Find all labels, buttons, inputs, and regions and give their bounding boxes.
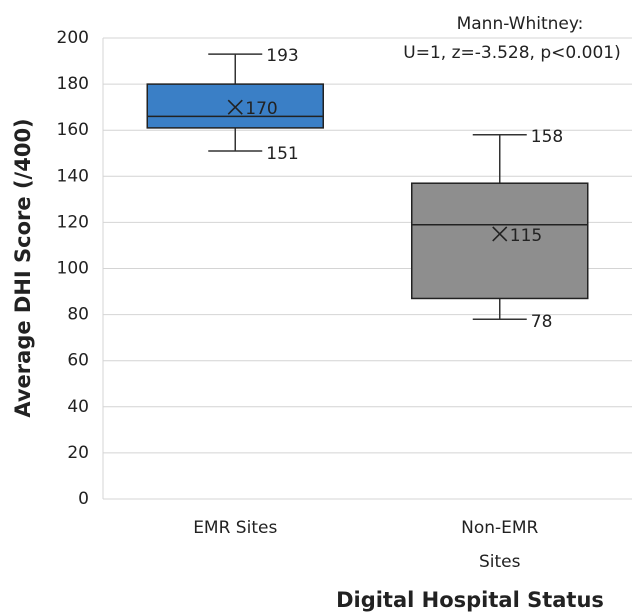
data-label: 151 [266,144,298,164]
annotation: Mann-Whitney: [457,14,584,34]
mean-marker [492,226,508,242]
y-tick-label: 180 [57,74,89,94]
y-tick-label: 160 [57,120,89,140]
data-label: 170 [245,99,277,119]
y-tick-label: 80 [67,305,89,325]
data-label: 158 [531,127,563,147]
y-tick-label: 40 [67,397,89,417]
box [146,83,324,129]
y-axis-title: Average DHI Score (/400) [11,118,35,417]
data-label: 193 [266,46,298,66]
y-tick-label: 0 [78,489,89,509]
data-label: 78 [531,312,553,332]
y-tick-label: 20 [67,443,89,463]
y-tick-label: 200 [57,28,89,48]
y-tick-label: 120 [57,212,89,232]
y-tick-label: 140 [57,166,89,186]
y-tick-label: 60 [67,351,89,371]
data-label: 115 [510,226,542,246]
annotation: U=1, z=-3.528, p<0.001) [403,43,620,63]
y-tick-label: 100 [57,259,89,279]
mean-marker [227,99,243,115]
x-tick-label: EMR Sites [193,518,277,538]
x-tick-label: Non-EMR Sites [461,518,538,572]
x-axis-title: Digital Hospital Status [336,588,604,612]
box [411,182,589,300]
